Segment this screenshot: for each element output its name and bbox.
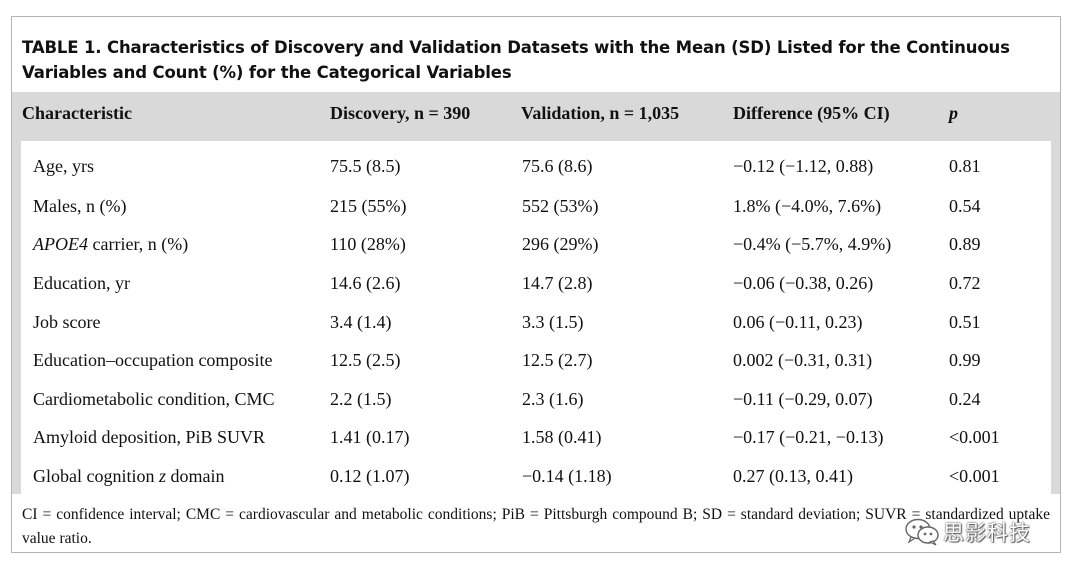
cell-difference: −0.11 (−0.29, 0.07)	[733, 389, 873, 409]
cell-validation: 2.3 (1.6)	[522, 389, 584, 409]
cell-validation: 14.7 (2.8)	[522, 273, 593, 293]
cell-discovery: 0.12 (1.07)	[330, 466, 410, 486]
table-row: Males, n (%) 215 (55%) 552 (53%) 1.8% (−…	[12, 187, 1060, 225]
cell-discovery: 110 (28%)	[330, 234, 406, 254]
cell-discovery: 215 (55%)	[330, 196, 407, 216]
cell-characteristic: Age, yrs	[33, 156, 94, 176]
cell-validation: 1.58 (0.41)	[522, 427, 602, 447]
watermark: 思影科技	[905, 517, 1031, 547]
cell-difference: −0.12 (−1.12, 0.88)	[733, 156, 874, 176]
cell-difference: −0.4% (−5.7%, 4.9%)	[733, 234, 892, 254]
header-discovery: Discovery, n = 390	[330, 103, 471, 123]
header-validation: Validation, n = 1,035	[521, 103, 680, 123]
characteristic-rest: carrier, n (%)	[87, 234, 189, 254]
cell-validation: 296 (29%)	[522, 234, 599, 254]
table-row: Education–occupation composite 12.5 (2.5…	[12, 341, 1060, 379]
table-row: Job score 3.4 (1.4) 3.3 (1.5) 0.06 (−0.1…	[12, 303, 1060, 341]
header-difference: Difference (95% CI)	[733, 103, 890, 123]
cell-validation: 12.5 (2.7)	[522, 350, 593, 370]
cell-validation: 75.6 (8.6)	[522, 156, 593, 176]
cell-p: 0.99	[949, 350, 981, 370]
cell-difference: −0.06 (−0.38, 0.26)	[733, 273, 874, 293]
characteristic-pre: Global cognition	[33, 466, 159, 486]
cell-discovery: 12.5 (2.5)	[330, 350, 401, 370]
header-p: p	[949, 103, 958, 123]
table-title: TABLE 1. Characteristics of Discovery an…	[22, 38, 1010, 82]
cell-difference: 0.002 (−0.31, 0.31)	[733, 350, 873, 370]
cell-p: 0.81	[949, 156, 981, 176]
cell-p: 0.24	[949, 389, 981, 409]
cell-characteristic: Males, n (%)	[33, 196, 127, 216]
cell-discovery: 3.4 (1.4)	[330, 312, 392, 332]
cell-validation: 3.3 (1.5)	[522, 312, 584, 332]
cell-characteristic: Education–occupation composite	[33, 350, 273, 370]
cell-characteristic: Job score	[33, 312, 101, 332]
cell-p: <0.001	[949, 427, 1000, 447]
table-row: Age, yrs 75.5 (8.5) 75.6 (8.6) −0.12 (−1…	[12, 147, 1060, 185]
cell-discovery: 2.2 (1.5)	[330, 389, 392, 409]
table-row: Amyloid deposition, PiB SUVR 1.41 (0.17)…	[12, 418, 1060, 456]
cell-p: 0.54	[949, 196, 981, 216]
table-row: Global cognition z domain 0.12 (1.07) −0…	[12, 457, 1060, 495]
cell-p: <0.001	[949, 466, 1000, 486]
cell-difference: 0.27 (0.13, 0.41)	[733, 466, 853, 486]
table-body	[21, 141, 1051, 494]
table-row: Education, yr 14.6 (2.6) 14.7 (2.8) −0.0…	[12, 264, 1060, 302]
cell-discovery: 75.5 (8.5)	[330, 156, 401, 176]
cell-difference: 0.06 (−0.11, 0.23)	[733, 312, 863, 332]
cell-discovery: 14.6 (2.6)	[330, 273, 401, 293]
table-header-row	[12, 92, 1060, 141]
cell-difference: −0.17 (−0.21, −0.13)	[733, 427, 884, 447]
table-frame: TABLE 1. Characteristics of Discovery an…	[11, 16, 1061, 553]
watermark-text: 思影科技	[943, 521, 1031, 545]
cell-p: 0.51	[949, 312, 981, 332]
cell-p: 0.72	[949, 273, 981, 293]
wechat-icon	[905, 518, 939, 546]
z-italic: z	[158, 466, 166, 486]
cell-characteristic: APOE4 carrier, n (%)	[33, 225, 188, 263]
cell-characteristic: Amyloid deposition, PiB SUVR	[33, 427, 266, 447]
cell-validation: 552 (53%)	[522, 196, 599, 216]
cell-characteristic: Cardiometabolic condition, CMC	[33, 389, 275, 409]
header-characteristic: Characteristic	[22, 103, 132, 123]
cell-difference: 1.8% (−4.0%, 7.6%)	[733, 196, 882, 216]
characteristic-rest: domain	[166, 466, 225, 486]
cell-characteristic: Global cognition z domain	[33, 457, 225, 495]
table-row: APOE4 carrier, n (%) 110 (28%) 296 (29%)…	[12, 225, 1060, 263]
gene-name-italic: APOE4	[33, 234, 88, 254]
cell-characteristic: Education, yr	[33, 273, 130, 293]
cell-p: 0.89	[949, 234, 981, 254]
table-row: Cardiometabolic condition, CMC 2.2 (1.5)…	[12, 380, 1060, 418]
cell-validation: −0.14 (1.18)	[522, 466, 612, 486]
cell-discovery: 1.41 (0.17)	[330, 427, 410, 447]
table-footnote: CI = confidence interval; CMC = cardiova…	[22, 506, 1050, 547]
